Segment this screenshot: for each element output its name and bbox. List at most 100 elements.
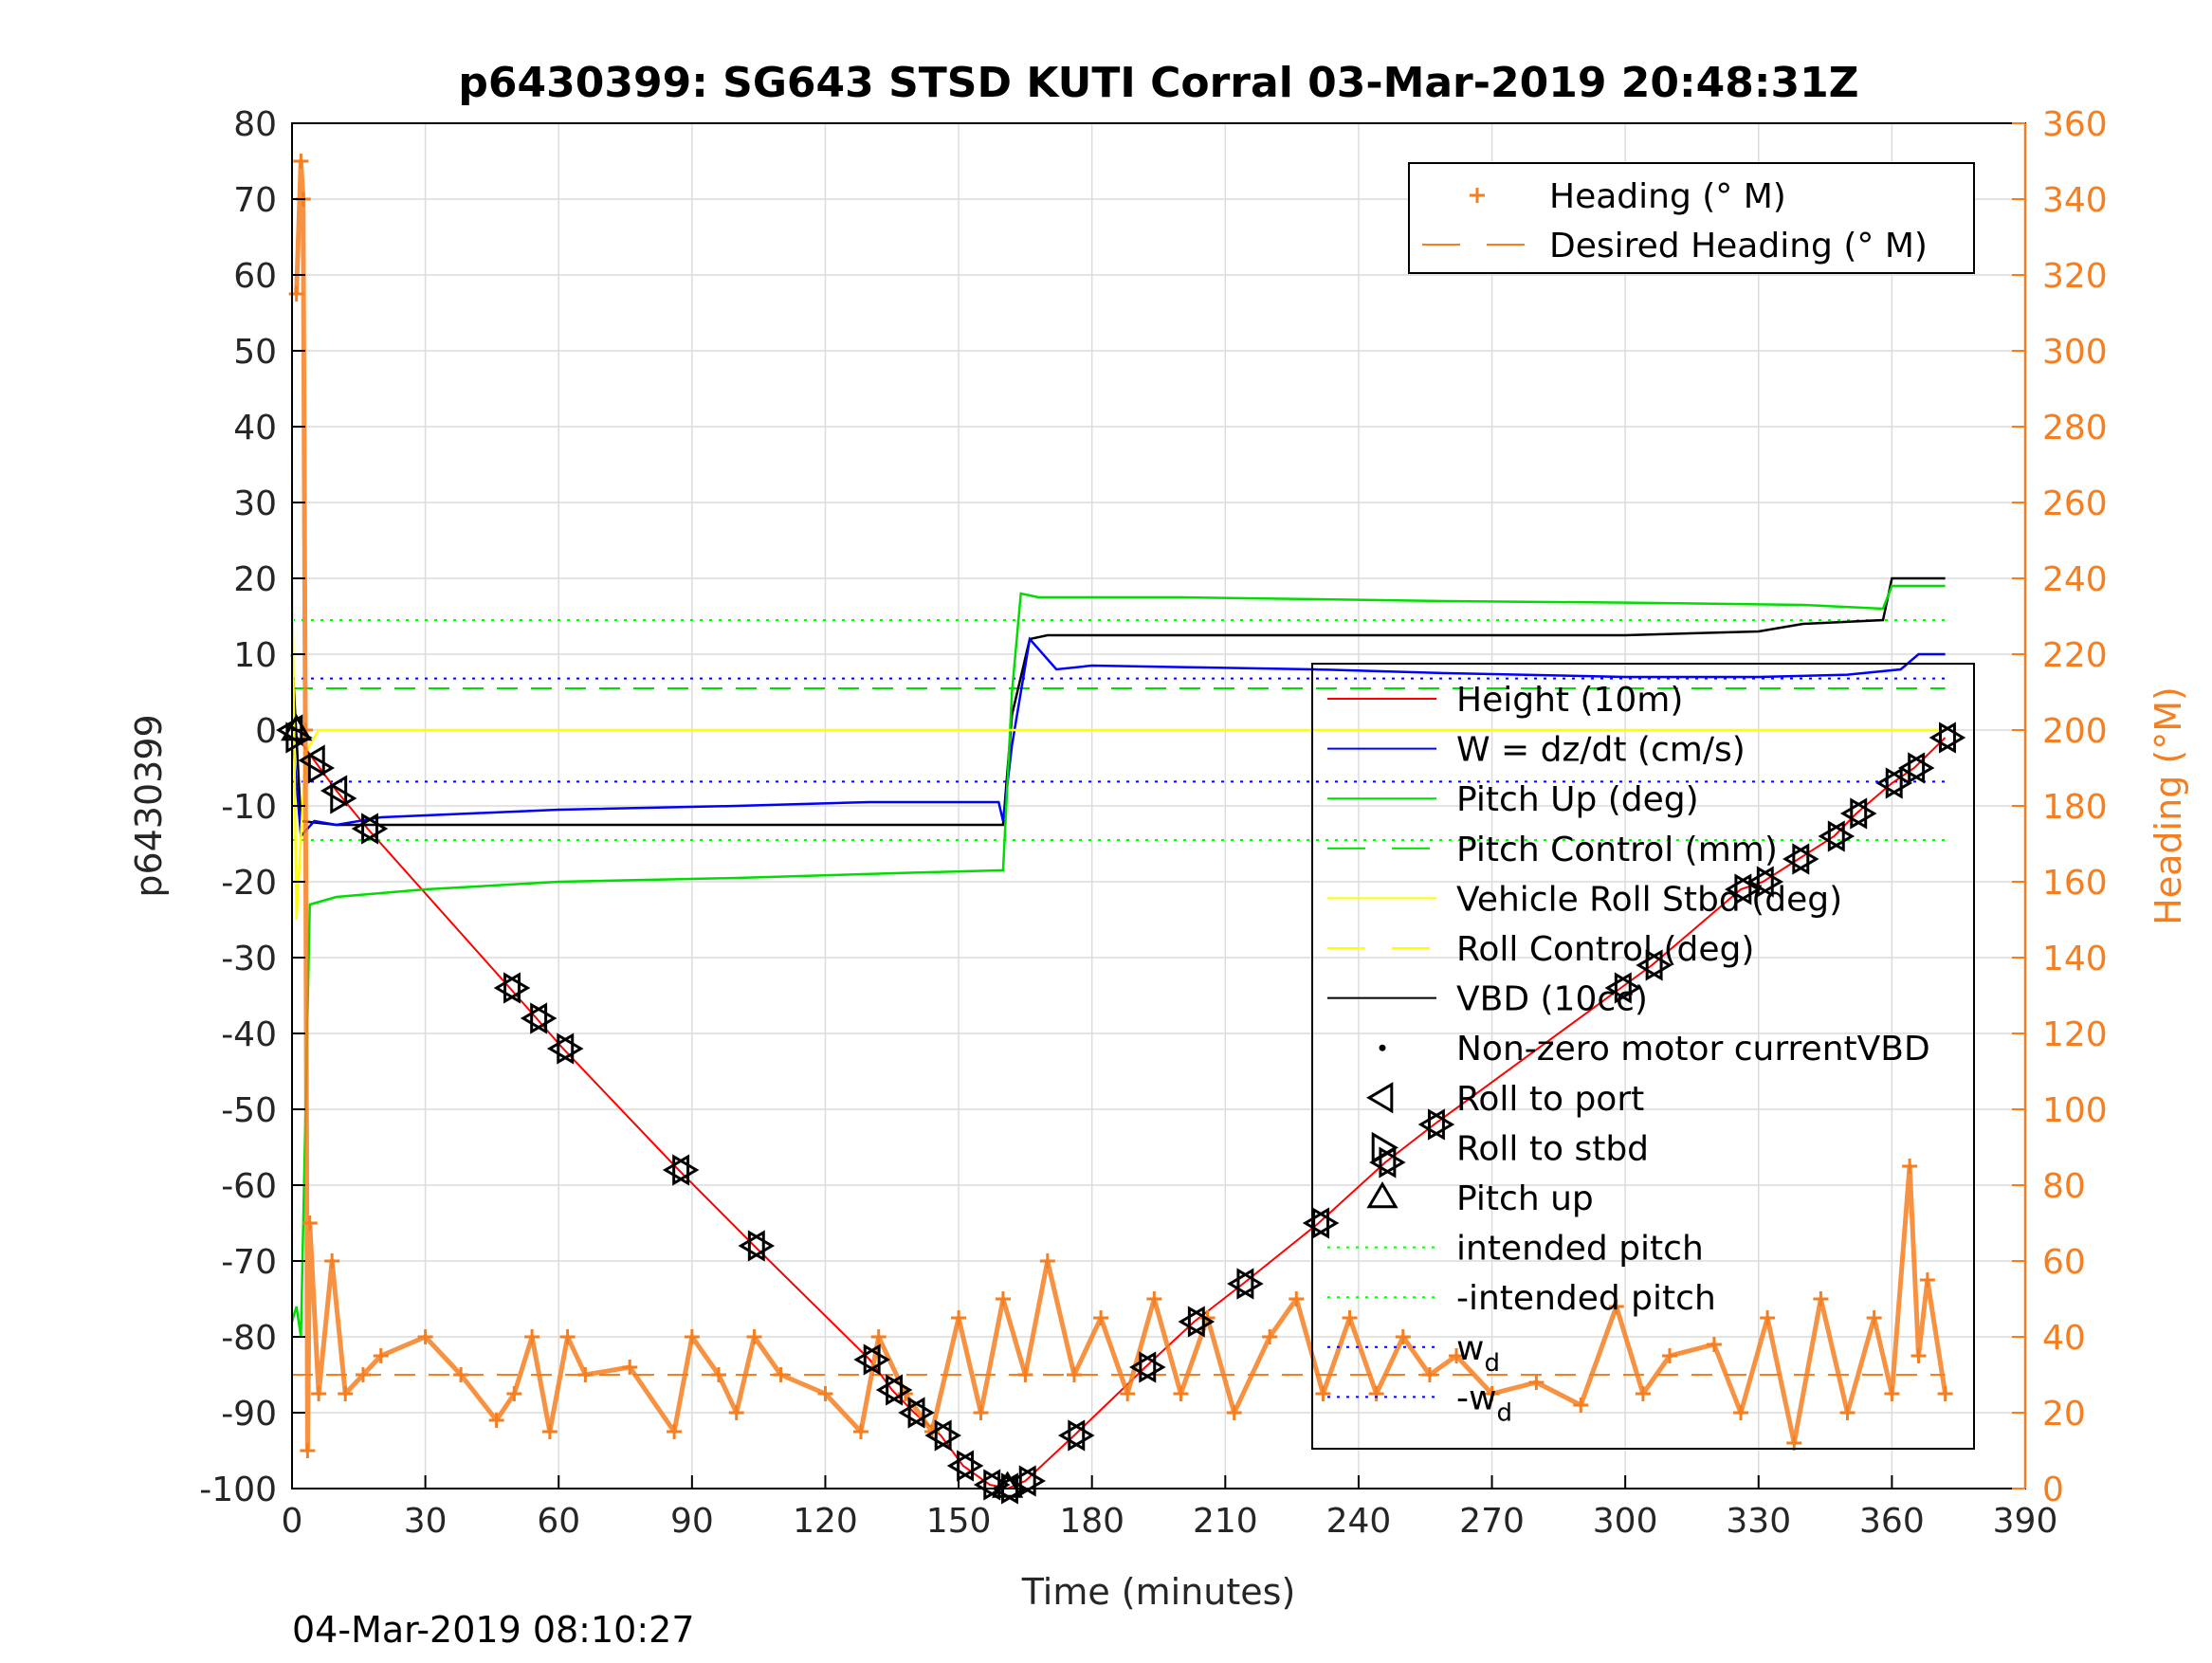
heading-marker <box>324 1253 340 1269</box>
x-tick-label: 390 <box>1993 1502 2058 1541</box>
heading-marker <box>1884 1386 1900 1401</box>
heading-marker <box>746 1329 762 1344</box>
y-tick-label-left: -50 <box>221 1091 277 1130</box>
x-tick-label: 330 <box>1726 1502 1791 1541</box>
legend-label: intended pitch <box>1456 1230 1704 1269</box>
roll-stbd-marker <box>557 1033 584 1065</box>
legend-main-box <box>1311 663 1975 1450</box>
heading-marker <box>1173 1386 1189 1401</box>
roll-stbd-marker <box>1236 1268 1264 1300</box>
y-tick-label-right: 360 <box>2042 105 2108 144</box>
roll-stbd-marker <box>1379 1146 1406 1179</box>
roll-stbd-marker <box>747 1230 776 1262</box>
y-tick-label-right: 60 <box>2042 1243 2086 1282</box>
roll-port-marker <box>1818 820 1845 852</box>
heading-marker <box>852 1424 868 1439</box>
legend-label: Height (10m) <box>1456 681 1683 720</box>
legend-swatch <box>1366 1181 1398 1209</box>
y-tick-label-left: 40 <box>233 409 277 448</box>
roll-stbd-marker <box>1939 722 1966 754</box>
y-tick-label-right: 120 <box>2042 1015 2108 1054</box>
roll-stbd-marker <box>1908 752 1935 784</box>
heading-marker <box>667 1424 683 1439</box>
roll-port-marker <box>662 1154 690 1186</box>
y-tick-label-left: 10 <box>233 636 277 675</box>
roll-port-marker <box>1057 1419 1086 1452</box>
legend-label: Roll to stbd <box>1456 1129 1649 1168</box>
roll-port-marker <box>898 1397 925 1429</box>
heading-marker <box>710 1367 726 1382</box>
heading-marker <box>302 1215 318 1231</box>
y-tick-label-right: 40 <box>2042 1319 2086 1358</box>
roll-stbd-marker <box>672 1154 700 1186</box>
x-axis-label: Time (minutes) <box>1021 1571 1296 1613</box>
y-tick-label-right: 240 <box>2042 560 2108 599</box>
heading-marker <box>1937 1386 1953 1401</box>
legend-label: -wd <box>1456 1379 1512 1427</box>
roll-stbd-marker <box>1187 1306 1216 1338</box>
legend-swatch <box>1371 1131 1398 1164</box>
roll-stbd-marker <box>1827 820 1856 852</box>
heading-marker <box>1608 1299 1624 1314</box>
x-tick-label: 270 <box>1459 1502 1525 1541</box>
roll-port-marker <box>1604 972 1632 1004</box>
legend-swatch <box>1366 1082 1394 1114</box>
heading-marker <box>1760 1310 1776 1325</box>
roll-stbd-marker <box>330 782 357 814</box>
y-tick-label-right: 280 <box>2042 409 2108 448</box>
roll-port-marker <box>546 1033 575 1065</box>
heading-marker <box>1226 1405 1242 1420</box>
x-tick-label: 360 <box>1859 1502 1925 1541</box>
y-tick-label-left: 30 <box>233 484 277 523</box>
y-tick-label-right: 140 <box>2042 940 2108 978</box>
roll-stbd-marker <box>1885 767 1913 799</box>
roll-stbd-marker <box>1068 1419 1095 1452</box>
heading-marker <box>1733 1405 1749 1420</box>
roll-stbd-marker <box>1614 972 1642 1004</box>
pitch-up-marker <box>281 714 313 741</box>
roll-port-marker <box>924 1419 952 1452</box>
roll-port-marker <box>1875 767 1903 799</box>
roll-stbd-marker <box>863 1343 890 1376</box>
roll-port-marker <box>1636 949 1663 981</box>
roll-port-marker <box>1725 873 1752 905</box>
legend-label: W = dz/dt (cm/s) <box>1456 731 1746 770</box>
legend-label: Vehicle Roll Stbd (deg) <box>1456 880 1842 919</box>
roll-port-marker <box>1929 722 1956 754</box>
y-tick-label-left: -10 <box>221 788 277 827</box>
roll-port-marker <box>1782 843 1810 875</box>
legend-label: VBD (10cc) <box>1456 980 1648 1019</box>
heading-marker <box>1706 1337 1722 1352</box>
roll-stbd-marker <box>1792 843 1819 875</box>
heading-marker <box>1066 1367 1082 1382</box>
heading-marker <box>1910 1348 1927 1363</box>
x-tick-label: 180 <box>1059 1502 1124 1541</box>
roll-stbd-marker <box>1756 866 1784 898</box>
legend-swatch <box>1379 1044 1386 1051</box>
legend-label: Pitch Control (mm) <box>1456 831 1778 869</box>
heading-marker <box>1421 1367 1437 1382</box>
legend-label: -intended pitch <box>1456 1279 1716 1318</box>
roll-stbd-marker <box>503 972 531 1004</box>
legend-label: Pitch up <box>1456 1179 1594 1218</box>
roll-port-marker <box>1302 1207 1330 1239</box>
heading-marker <box>577 1367 594 1382</box>
x-tick-label: 120 <box>793 1502 858 1541</box>
legend-heading-label: Desired Heading (° M) <box>1549 227 1928 265</box>
x-tick-label: 90 <box>670 1502 714 1541</box>
heading-marker <box>1262 1329 1278 1344</box>
roll-port-marker <box>520 1002 548 1034</box>
heading-marker <box>1093 1310 1109 1325</box>
y-tick-label-right: 200 <box>2042 712 2108 751</box>
roll-port-marker <box>853 1343 881 1376</box>
heading-marker <box>1315 1386 1331 1401</box>
heading-marker <box>995 1291 1011 1307</box>
heading-marker <box>1528 1375 1545 1390</box>
heading-marker <box>453 1367 469 1382</box>
y-tick-label-left: -70 <box>221 1243 277 1282</box>
heading-marker <box>728 1405 744 1420</box>
roll-port-marker <box>738 1230 765 1262</box>
y-tick-label-right: 260 <box>2042 484 2108 523</box>
